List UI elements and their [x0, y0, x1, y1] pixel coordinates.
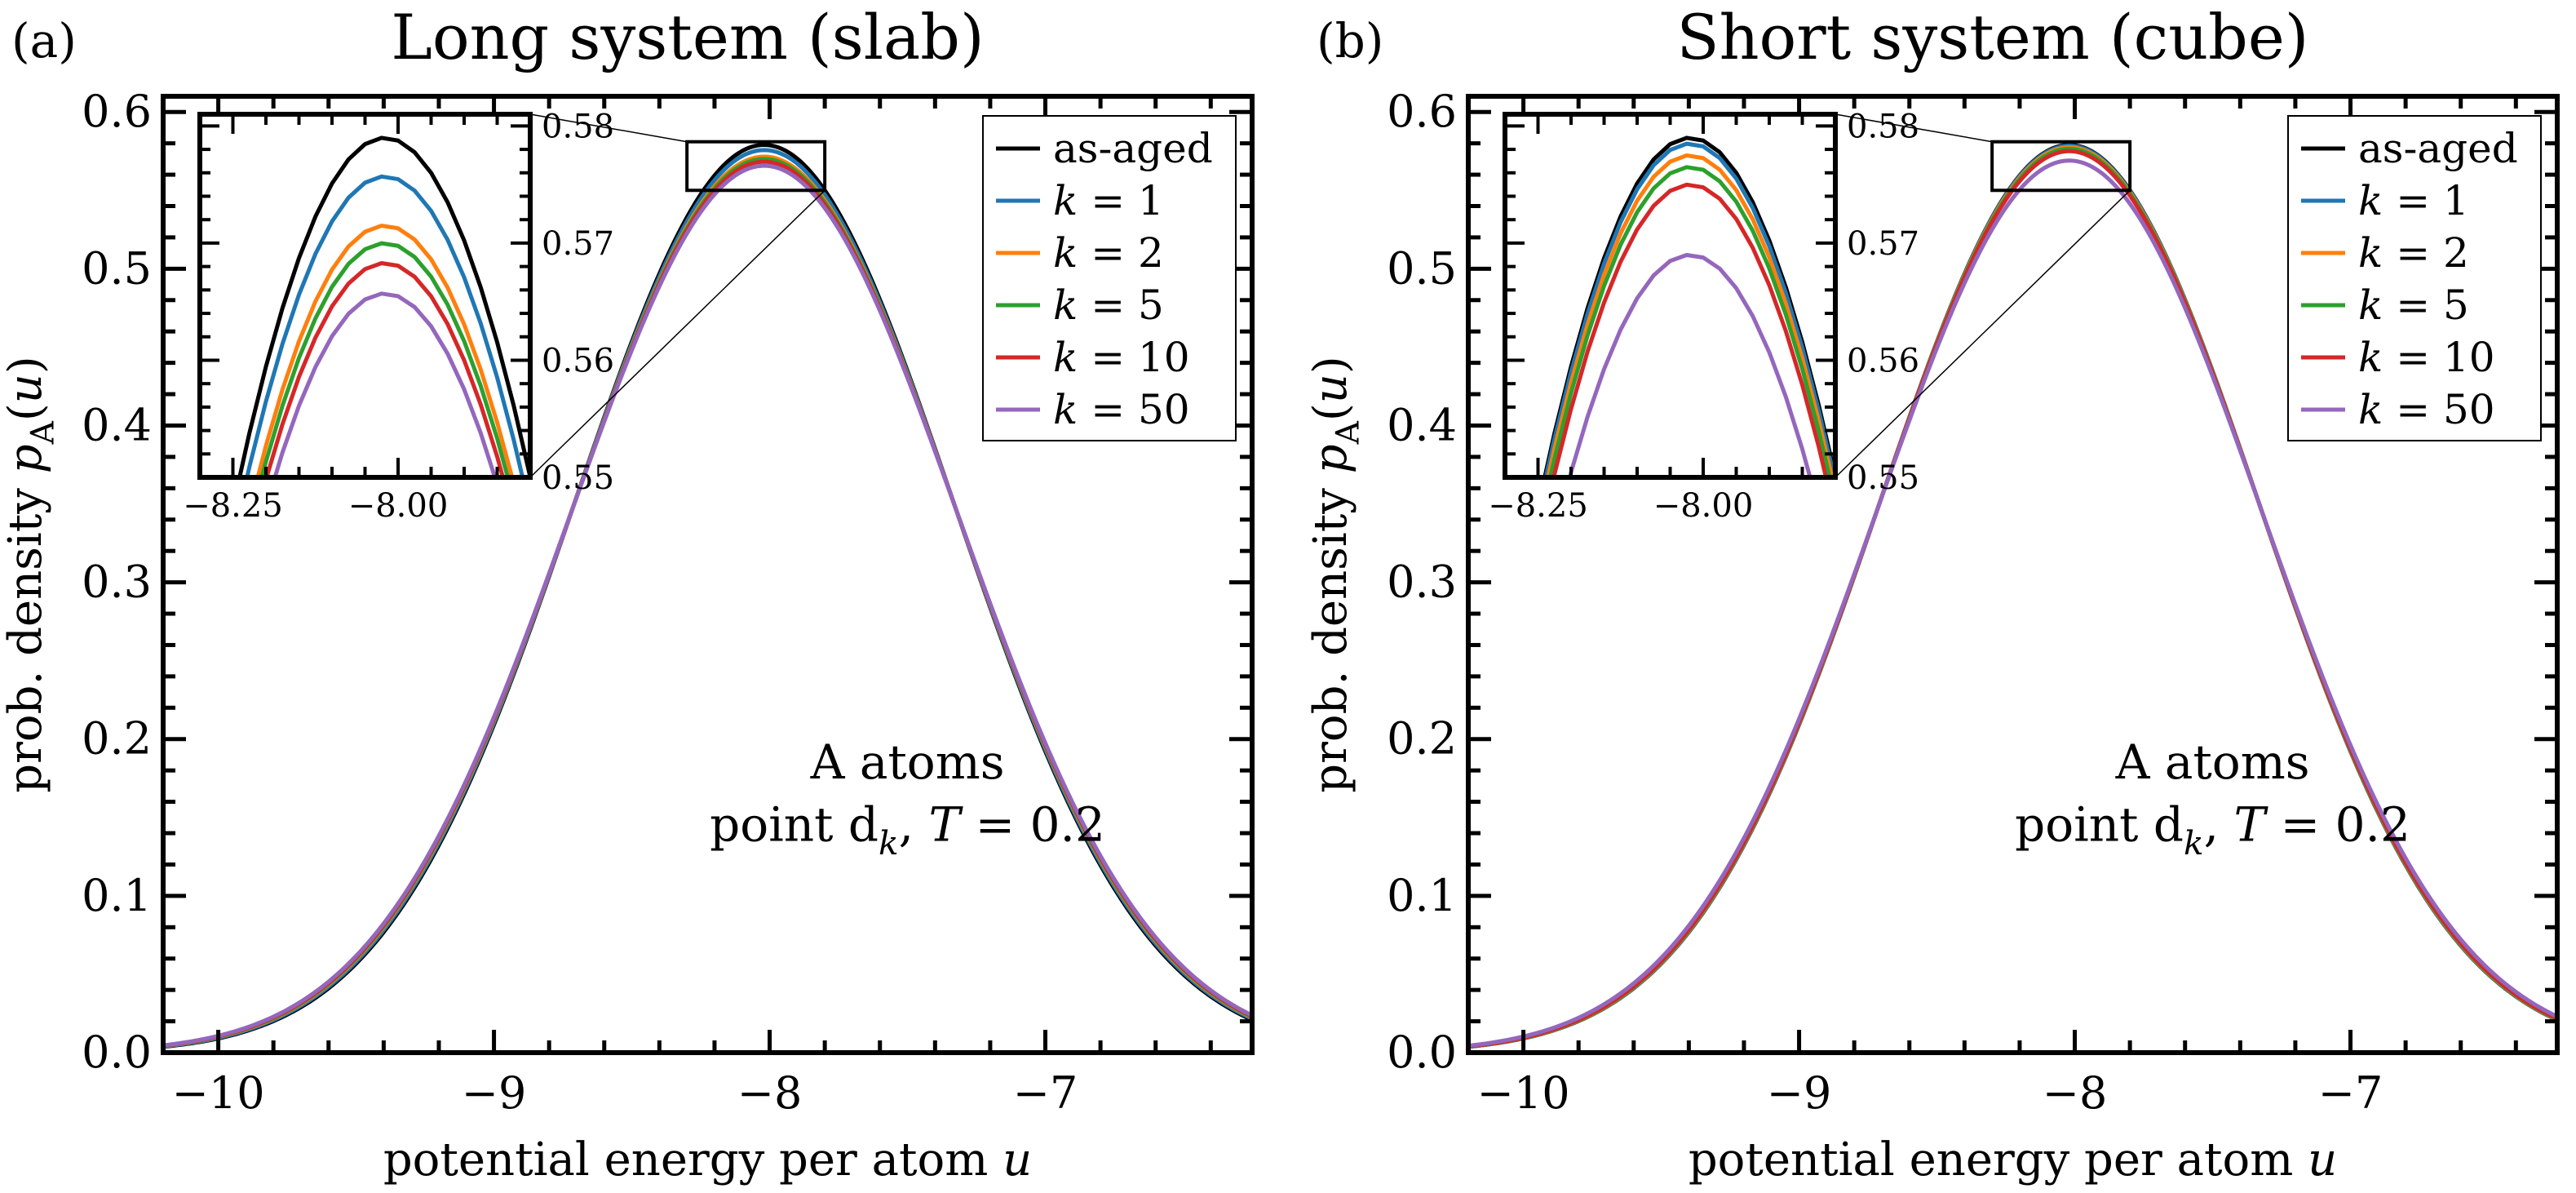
y-tick-label: 0.0 [1387, 1027, 1457, 1078]
inset-series-line-k1 [245, 174, 525, 477]
inset-x-tick-label: −8.00 [348, 487, 449, 525]
inset-x-tick-label: −8.25 [183, 487, 283, 525]
x-tick-label: −8 [737, 1067, 803, 1119]
legend-label: k = 2 [1053, 229, 1164, 277]
series-group [163, 143, 1252, 1049]
legend-label: k = 1 [2358, 177, 2469, 224]
y-tick-label: 0.1 [1387, 870, 1457, 921]
x-axis-label: potential energy per atom u [383, 1133, 1032, 1186]
x-tick-label: −9 [1767, 1067, 1832, 1119]
inset-background [200, 114, 530, 477]
y-tick-label: 0.3 [82, 557, 152, 608]
y-tick-label: 0.6 [1387, 86, 1457, 137]
zoom-connector [1835, 189, 2131, 478]
inset-y-tick-label: 0.56 [1847, 342, 1919, 379]
chart-panel-a: (a) Long system (slab) −10 −9 −8 −7 0.0 0.1 0.2 0… [0, 1, 1255, 1186]
y-axis-label-group: prob. density pA(u) [0, 356, 62, 792]
legend-label: k = 50 [1053, 386, 1190, 433]
inset-series-line-k2 [255, 224, 515, 477]
annotation-line-1: A atoms [2115, 734, 2310, 790]
legend-box [2287, 115, 2542, 441]
legend-label: k = 50 [2358, 386, 2495, 433]
y-tick-label: 0.4 [1387, 399, 1457, 450]
zoom-box [1990, 140, 2132, 193]
inset-x-tick-label: −8.25 [1488, 487, 1588, 525]
legend-label: k = 10 [2358, 334, 2495, 381]
inset-y-tick-label: 0.57 [542, 225, 614, 263]
inset-y-tick-label: 0.58 [1847, 108, 1919, 145]
series-line-k50 [163, 163, 1252, 1048]
y-tick-label: 0.2 [82, 713, 152, 765]
legend-label: k = 2 [2358, 229, 2469, 277]
plot-frame [161, 94, 1255, 1055]
legend-box [982, 115, 1237, 441]
x-tick-label: −8 [2043, 1067, 2108, 1119]
chart-title: Long system (slab) [391, 1, 984, 73]
inset-series-line-k5 [259, 241, 511, 477]
inset-series-line-k10 [1551, 182, 1829, 477]
x-tick-label: −7 [1013, 1067, 1078, 1119]
y-tick-label: 0.2 [1387, 713, 1457, 765]
inset-series-line-k2 [1546, 153, 1835, 477]
legend-label: k = 5 [1053, 282, 1164, 329]
inset-series-group [1543, 135, 1835, 477]
inset-y-tick-label: 0.56 [542, 342, 614, 379]
zoom-connector [529, 189, 825, 478]
inset-y-tick-label: 0.55 [542, 459, 614, 497]
y-tick-label: 0.3 [1387, 557, 1457, 608]
annotation-line-2: point dk, T = 0.2 [710, 797, 1105, 863]
y-tick-label: 0.4 [82, 399, 152, 450]
zoom-connector [529, 113, 688, 143]
annotation-line-1: A atoms [810, 734, 1005, 790]
legend-label: k = 5 [2358, 282, 2469, 329]
y-tick-label: 0.1 [82, 870, 152, 921]
legend-label: k = 10 [1053, 334, 1190, 381]
inset-series-line-as-aged [237, 135, 530, 477]
x-tick-label: −10 [172, 1067, 265, 1119]
series-line-k50 [1468, 158, 2557, 1049]
inset-series-line-k50 [1567, 252, 1812, 477]
y-tick-label: 0.5 [1387, 242, 1457, 294]
inset-series-line-k10 [264, 261, 506, 477]
panel-label: (b) [1317, 13, 1383, 69]
inset-y-tick-label: 0.55 [1847, 459, 1919, 497]
chart-title: Short system (cube) [1677, 1, 2309, 73]
legend-label: k = 1 [1053, 177, 1164, 224]
y-tick-label: 0.5 [82, 242, 152, 294]
inset-series-line-k1 [1543, 141, 1835, 477]
zoom-connector [1835, 113, 1993, 143]
zoom-box [685, 140, 827, 193]
x-tick-label: −9 [462, 1067, 527, 1119]
x-axis-label: potential energy per atom u [1689, 1133, 2337, 1186]
inset-x-tick-label: −8.00 [1653, 487, 1754, 525]
x-tick-label: −7 [2318, 1067, 2383, 1119]
x-tick-label: −10 [1477, 1067, 1570, 1119]
legend-label: as-aged [2358, 125, 2518, 172]
plot-frame [1466, 94, 2560, 1055]
y-axis-label: prob. density pA(u) [1304, 356, 1367, 792]
inset-series-line-k50 [272, 291, 498, 477]
inset-series-line-k5 [1548, 165, 1832, 477]
panel-label: (a) [11, 13, 77, 69]
annotation-line-2: point dk, T = 0.2 [2015, 797, 2410, 863]
inset-y-tick-label: 0.57 [1847, 225, 1919, 263]
legend-label: as-aged [1053, 125, 1213, 172]
y-axis-label: prob. density pA(u) [0, 356, 62, 792]
inset-series-group [237, 135, 530, 477]
y-tick-label: 0.0 [82, 1027, 152, 1078]
y-axis-label-group: prob. density pA(u) [1304, 356, 1367, 792]
chart-panel-b: (b) Short system (cube) −10 −9 −8 −7 0.0 0.1 0.2… [1304, 1, 2560, 1186]
y-tick-label: 0.6 [82, 86, 152, 137]
inset-y-tick-label: 0.58 [542, 108, 614, 145]
